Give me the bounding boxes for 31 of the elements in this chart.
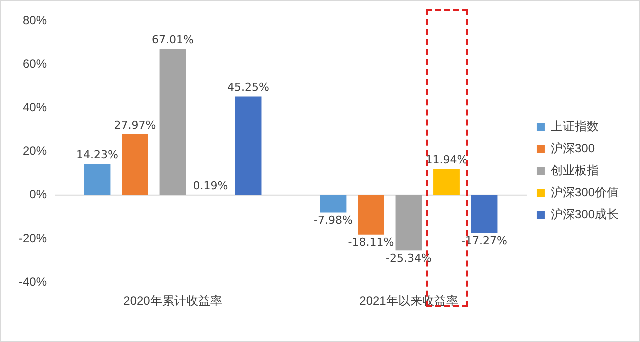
bar [122,134,148,196]
data-label: -25.34% [386,252,432,265]
bar [434,169,460,196]
bar [396,195,422,251]
bar [235,96,262,196]
legend-label: 沪深300 [550,141,596,156]
y-tick-label: 60% [22,56,48,71]
y-tick-label: -20% [19,231,48,246]
y-tick-label: 20% [22,144,48,158]
data-label: 45.25% [228,81,270,94]
y-tick-label: -40% [19,274,48,289]
legend-label: 创业板指 [550,163,599,178]
y-tick-label: 0% [30,188,48,202]
y-tick-label: 80% [22,13,48,28]
legend-label: 上证指数 [550,119,599,134]
legend-label: 沪深300成长 [550,207,620,222]
y-tick-label: 40% [22,100,48,115]
legend-label: 沪深300价值 [550,185,620,200]
bar [471,195,498,234]
bar [320,195,347,213]
data-label: -17.27% [462,234,508,248]
data-label: 67.01% [152,34,194,47]
data-label: -7.98% [314,214,353,228]
data-label: -18.11% [348,236,394,250]
bar [358,195,384,235]
data-label: 14.23% [76,148,118,162]
bar [84,164,111,196]
bar [160,49,186,196]
data-label: 27.97% [114,118,156,132]
data-label: 0.19% [193,179,228,192]
x-tick-label: 2020年累计收益率 [124,294,222,308]
